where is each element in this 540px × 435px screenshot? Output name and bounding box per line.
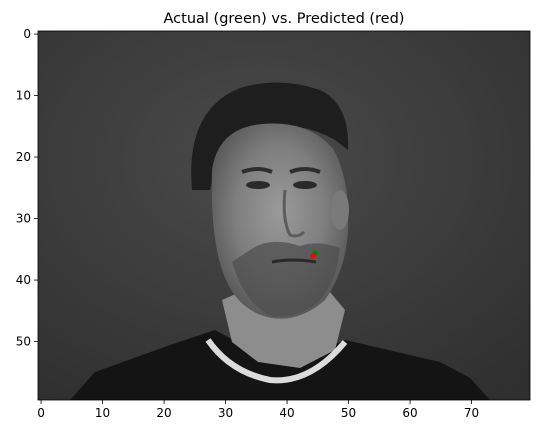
y-tick-label: 50 bbox=[16, 335, 31, 349]
x-tick-label: 50 bbox=[341, 406, 356, 420]
x-tick-label: 30 bbox=[218, 406, 233, 420]
image-collar bbox=[205, 338, 348, 384]
image-eye-right bbox=[293, 181, 317, 189]
chart-points bbox=[310, 250, 318, 259]
image-area bbox=[38, 31, 530, 400]
x-tick-label: 40 bbox=[279, 406, 294, 420]
x-tick-label: 0 bbox=[37, 406, 45, 420]
x-tick-label: 60 bbox=[402, 406, 417, 420]
image-hair bbox=[191, 82, 349, 190]
image-brows bbox=[241, 167, 321, 174]
y-tick-label: 20 bbox=[16, 150, 31, 164]
x-tick-label: 70 bbox=[464, 406, 479, 420]
x-tick-label: 10 bbox=[95, 406, 110, 420]
predicted-point bbox=[310, 253, 316, 259]
y-tick-label: 40 bbox=[16, 273, 31, 287]
y-tick-label: 10 bbox=[16, 89, 31, 103]
image-nose bbox=[282, 189, 306, 238]
image-ear bbox=[331, 190, 349, 230]
axis-ticks: 0 10 20 30 40 50 60 70 0 10 20 30 40 50 bbox=[16, 27, 479, 420]
y-tick-label: 0 bbox=[23, 27, 31, 41]
y-tick-label: 30 bbox=[16, 212, 31, 226]
chart-title: Actual (green) vs. Predicted (red) bbox=[164, 11, 405, 27]
image-mouth bbox=[271, 258, 317, 264]
x-tick-label: 20 bbox=[156, 406, 171, 420]
image-eye-left bbox=[246, 181, 270, 189]
plot-frame bbox=[37, 30, 531, 401]
